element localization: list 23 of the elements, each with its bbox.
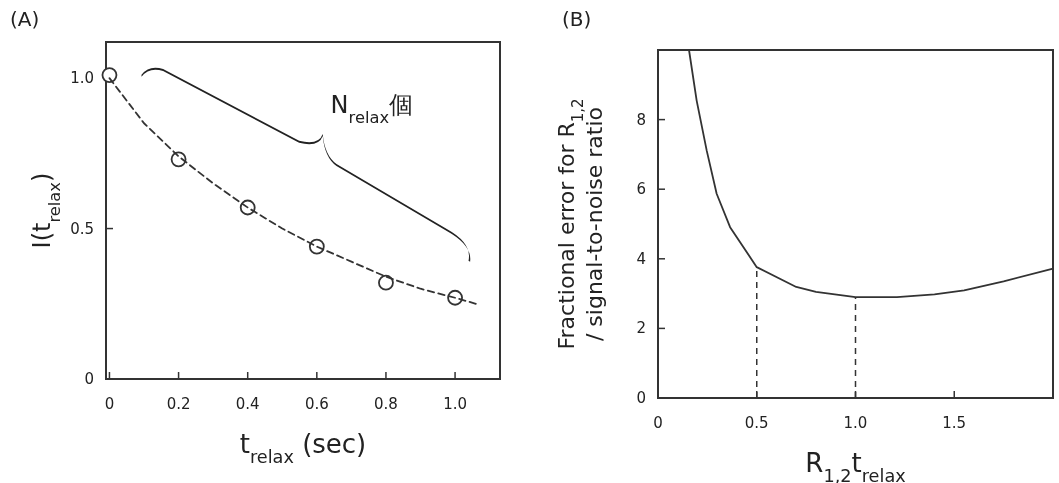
x-tick-label: 0: [104, 395, 115, 413]
x-tick-label: 0: [653, 414, 663, 432]
x-axis-title: t$_{relax}$ (sec): [239, 429, 367, 467]
annotation: N$_{relax}$個: [330, 90, 414, 127]
y-tick-label: 1.0: [70, 69, 94, 88]
y-tick-label: 8: [636, 110, 646, 129]
y-tick-label: 2: [636, 319, 646, 338]
point: [101, 67, 118, 83]
x-tick-label: 1.0: [443, 395, 467, 413]
x-tick-label: 0.5: [744, 414, 769, 432]
x-tick-label: 0.4: [235, 395, 260, 413]
x-tick-label: 0.8: [374, 395, 398, 413]
x-tick-label: 0.2: [166, 395, 191, 413]
point: [378, 274, 394, 291]
y-tick-label: 0.5: [70, 219, 94, 238]
y-tick-label: 6: [636, 180, 646, 199]
x-tick-label: 1.5: [942, 414, 967, 432]
y-tick-label: 4: [636, 249, 646, 268]
x-tick-label: 0.6: [304, 395, 329, 413]
chart-title: (A): [10, 7, 40, 31]
x-tick-label: 1.0: [843, 414, 868, 432]
y-tick-label: 0: [84, 370, 94, 388]
chart-title: (B): [562, 7, 592, 31]
